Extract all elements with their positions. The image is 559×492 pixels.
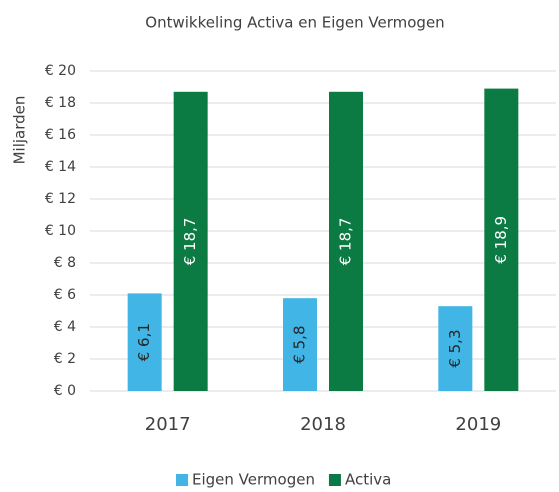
data-label: € 18,7 (181, 218, 199, 266)
y-tick-label: € 20 (45, 63, 76, 79)
x-tick-label: 2017 (145, 414, 191, 435)
y-axis-label: Miljarden (11, 96, 29, 165)
bar (438, 306, 473, 391)
bar (484, 88, 519, 391)
chart-title: Ontwikkeling Activa en Eigen Vermogen (145, 14, 444, 32)
y-tick-label: € 10 (45, 223, 76, 239)
y-tick-label: € 8 (54, 255, 76, 271)
y-tick-label: € 14 (45, 159, 76, 175)
legend-swatch (328, 474, 341, 486)
legend-label: Activa (345, 471, 391, 489)
bar (173, 91, 208, 392)
y-tick-label: € 12 (45, 191, 76, 207)
y-tick-label: € 18 (45, 95, 76, 111)
data-label: € 5,3 (446, 330, 464, 368)
data-label: € 18,7 (337, 218, 355, 266)
y-tick-label: € 16 (45, 127, 76, 143)
y-tick-label: € 6 (54, 287, 76, 303)
bar (283, 298, 317, 391)
data-label: € 5,8 (291, 326, 309, 364)
bar (329, 91, 363, 392)
y-tick-label: € 4 (54, 319, 76, 335)
y-tick-label: € 2 (54, 351, 76, 367)
y-tick-label: € 0 (54, 383, 76, 399)
x-tick-label: 2019 (455, 414, 501, 435)
bar (127, 293, 162, 391)
legend-label: Eigen Vermogen (192, 471, 315, 489)
legend-swatch (176, 474, 188, 486)
x-tick-label: 2018 (300, 414, 346, 435)
data-label: € 6,1 (135, 323, 153, 361)
data-label: € 18,9 (492, 216, 510, 264)
